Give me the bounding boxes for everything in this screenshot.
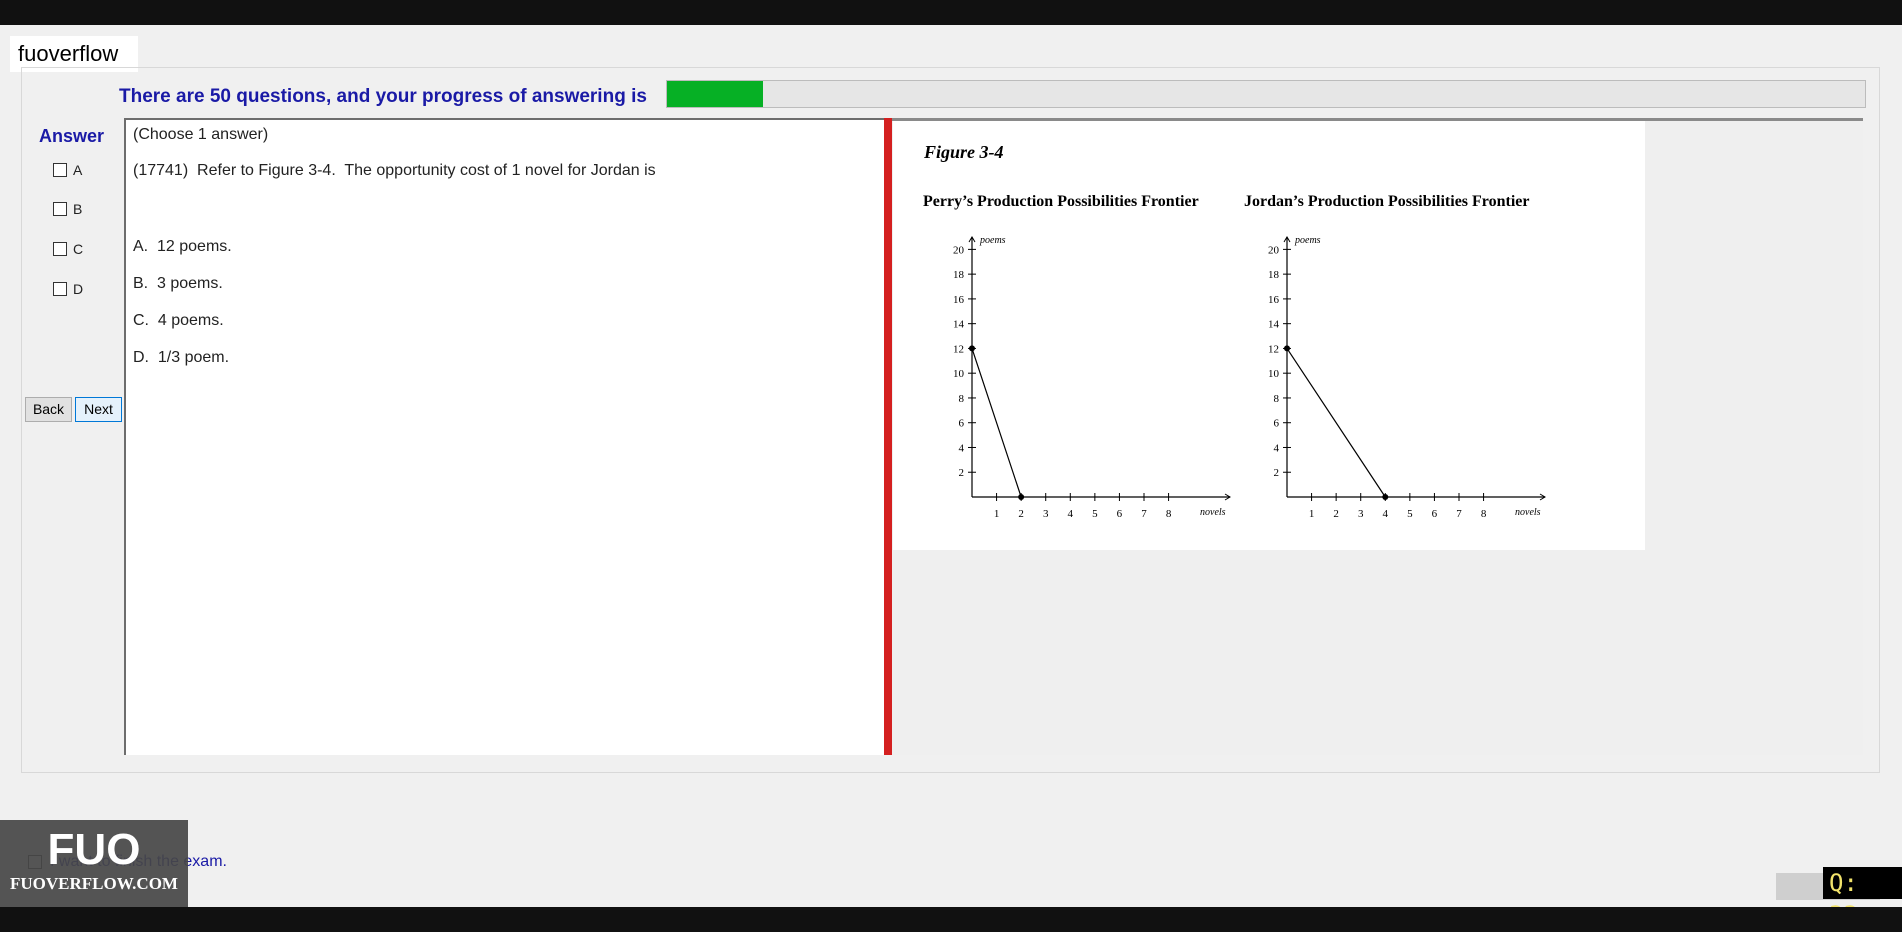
answer-option[interactable]: D [53, 281, 83, 297]
checkbox[interactable] [53, 202, 67, 216]
ppf-line [971, 348, 1022, 498]
y-axis-label: poems [979, 235, 1006, 246]
answer-option[interactable]: A [53, 162, 82, 178]
logo-text: FUO [47, 825, 141, 874]
chart-title: Perry’s Production Possibilities Frontie… [923, 193, 1199, 210]
ppf-point [1018, 494, 1025, 500]
ppf-line [1286, 348, 1386, 498]
y-tick-label: 10 [953, 368, 965, 380]
y-tick-label: 14 [1268, 319, 1280, 331]
progress-text: There are 50 questions, and your progres… [119, 86, 647, 107]
choice: D. 1/3 poem. [133, 349, 230, 366]
x-tick-label: 5 [1407, 508, 1413, 520]
y-tick-label: 6 [1274, 418, 1280, 430]
logo: FUO FUOVERFLOW.COM [0, 820, 188, 907]
y-tick-label: 14 [953, 319, 965, 331]
instruction: (Choose 1 answer) [133, 126, 269, 143]
checkbox[interactable] [53, 163, 67, 177]
checkbox[interactable] [53, 242, 67, 256]
main-panel [21, 67, 1880, 773]
x-tick-label: 2 [1333, 508, 1339, 520]
option-label: A [73, 162, 83, 178]
y-tick-label: 18 [953, 269, 965, 281]
x-tick-label: 8 [1481, 508, 1487, 520]
x-tick-label: 4 [1383, 508, 1389, 520]
question-number: Q: 33 [1823, 867, 1902, 929]
figure: Figure 3-4 Perry’s Production Possibilit… [893, 121, 1645, 550]
y-tick-label: 8 [1274, 393, 1280, 405]
choice: A. 12 poems. [133, 238, 232, 255]
splitter[interactable] [884, 118, 892, 755]
ppf-point [1382, 494, 1389, 500]
question-panel [124, 118, 887, 755]
choice: B. 3 poems. [133, 275, 223, 292]
arrow [1224, 493, 1231, 501]
answer-title: Answer [39, 126, 105, 146]
option-label: C [73, 241, 84, 257]
checkbox[interactable] [53, 282, 67, 296]
y-tick-label: 8 [959, 393, 965, 405]
x-axis-label: novels [1515, 507, 1541, 518]
y-tick-label: 18 [1268, 269, 1280, 281]
x-tick-label: 3 [1358, 508, 1364, 520]
x-tick-label: 6 [1117, 508, 1123, 520]
y-tick-label: 4 [959, 442, 965, 454]
figure-title: Figure 3-4 [923, 142, 1004, 162]
x-axis-label: novels [1200, 507, 1226, 518]
ppf-point [1284, 345, 1290, 352]
question-text: (17741) Refer to Figure 3-4. The opportu… [133, 162, 656, 179]
y-tick-label: 2 [959, 467, 965, 479]
y-tick-label: 4 [1274, 442, 1280, 454]
x-tick-label: 7 [1141, 508, 1147, 520]
y-tick-label: 2 [1274, 467, 1280, 479]
x-tick-label: 6 [1432, 508, 1438, 520]
option-label: D [73, 281, 84, 297]
y-tick-label: 16 [953, 294, 965, 306]
y-tick-label: 10 [1268, 368, 1280, 380]
y-tick-label: 6 [959, 418, 965, 430]
y-tick-label: 12 [953, 343, 964, 355]
arrow [1283, 236, 1291, 243]
y-axis-label: poems [1294, 235, 1321, 246]
x-tick-label: 3 [1043, 508, 1049, 520]
x-tick-label: 7 [1456, 508, 1462, 520]
x-tick-label: 2 [1018, 508, 1024, 520]
x-tick-label: 5 [1092, 508, 1098, 520]
y-tick-label: 20 [953, 244, 965, 256]
option-label: B [73, 201, 83, 217]
user-label: fuoverflow [10, 36, 138, 72]
x-tick-label: 1 [1309, 508, 1315, 520]
arrow [1539, 493, 1546, 501]
progress-bar [666, 80, 1866, 108]
ppf-point [969, 345, 975, 352]
x-tick-label: 1 [994, 508, 1000, 520]
bottom-bar [0, 907, 1902, 932]
y-tick-label: 20 [1268, 244, 1280, 256]
chart-title: Jordan’s Production Possibilities Fronti… [1244, 193, 1529, 210]
progress-fill [667, 81, 763, 107]
arrow [968, 236, 976, 243]
logo-site: FUOVERFLOW.COM [10, 874, 178, 893]
next-button[interactable]: Next [75, 397, 122, 422]
y-tick-label: 16 [1268, 294, 1280, 306]
choice: C. 4 poems. [133, 312, 224, 329]
x-tick-label: 8 [1166, 508, 1172, 520]
back-button[interactable]: Back [25, 397, 72, 422]
answer-option[interactable]: C [53, 241, 83, 257]
answer-option[interactable]: B [53, 201, 82, 217]
top-bar [0, 0, 1902, 25]
y-tick-label: 12 [1268, 343, 1279, 355]
x-tick-label: 4 [1068, 508, 1074, 520]
